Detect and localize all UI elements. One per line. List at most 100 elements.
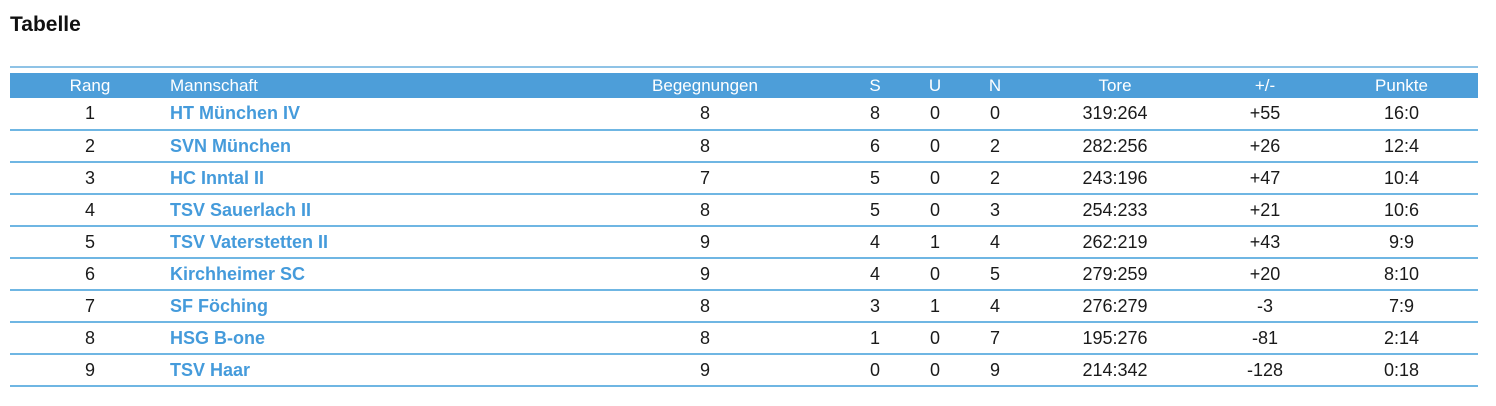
table-body: 1 HT München IV 8 8 0 0 319:264 +55 16:0 2 SVN Mün…: [10, 98, 1478, 387]
team-link[interactable]: TSV Vaterstetten II: [170, 231, 329, 252]
cell-rang: 3: [10, 162, 170, 195]
cell-begegnungen: 8: [565, 130, 845, 163]
cell-s: 6: [845, 130, 905, 163]
column-header-u: U: [928, 75, 942, 95]
cell-punkte: 2:14: [1325, 322, 1478, 355]
cell-begegnungen: 9: [565, 354, 845, 387]
cell-u: 0: [905, 258, 965, 291]
cell-tore: 262:219: [1025, 226, 1205, 259]
cell-n: 2: [965, 130, 1025, 163]
table-row: 7 SF Föching 8 3 1 4 276:279 -3 7:9: [10, 290, 1478, 323]
cell-begegnungen: 8: [565, 98, 845, 131]
cell-mannschaft: HT München IV: [170, 98, 565, 131]
cell-s: 5: [845, 162, 905, 195]
team-link[interactable]: HC Inntal II: [170, 167, 264, 188]
cell-u: 0: [905, 322, 965, 355]
cell-s: 4: [845, 258, 905, 291]
cell-mannschaft: HC Inntal II: [170, 162, 565, 195]
cell-s: 4: [845, 226, 905, 259]
cell-begegnungen: 9: [565, 258, 845, 291]
cell-u: 0: [905, 354, 965, 387]
cell-mannschaft: TSV Haar: [170, 354, 565, 387]
cell-rang: 9: [10, 354, 170, 387]
cell-mannschaft: TSV Sauerlach II: [170, 194, 565, 227]
cell-plusminus: +47: [1205, 162, 1325, 195]
cell-plusminus: +26: [1205, 130, 1325, 163]
cell-s: 8: [845, 98, 905, 131]
cell-tore: 319:264: [1025, 98, 1205, 131]
cell-plusminus: +20: [1205, 258, 1325, 291]
cell-n: 9: [965, 354, 1025, 387]
table-row: 3 HC Inntal II 7 5 0 2 243:196 +47 10:4: [10, 162, 1478, 195]
cell-punkte: 12:4: [1325, 130, 1478, 163]
cell-tore: 243:196: [1025, 162, 1205, 195]
table-row: 4 TSV Sauerlach II 8 5 0 3 254:233 +21 10:6: [10, 194, 1478, 227]
team-link[interactable]: TSV Sauerlach II: [170, 199, 312, 220]
cell-n: 3: [965, 194, 1025, 227]
column-header-mannschaft: Mannschaft: [170, 75, 258, 95]
cell-mannschaft: SVN München: [170, 130, 565, 163]
cell-n: 4: [965, 226, 1025, 259]
table-row: 2 SVN München 8 6 0 2 282:256 +26 12:4: [10, 130, 1478, 163]
cell-rang: 8: [10, 322, 170, 355]
cell-plusminus: +43: [1205, 226, 1325, 259]
cell-punkte: 10:6: [1325, 194, 1478, 227]
cell-u: 0: [905, 130, 965, 163]
team-link[interactable]: HSG B-one: [170, 327, 266, 348]
cell-begegnungen: 7: [565, 162, 845, 195]
cell-n: 7: [965, 322, 1025, 355]
team-link[interactable]: Kirchheimer SC: [170, 263, 306, 284]
cell-punkte: 9:9: [1325, 226, 1478, 259]
cell-n: 0: [965, 98, 1025, 131]
cell-plusminus: +55: [1205, 98, 1325, 131]
table-row: 1 HT München IV 8 8 0 0 319:264 +55 16:0: [10, 98, 1478, 131]
cell-n: 4: [965, 290, 1025, 323]
team-link[interactable]: SVN München: [170, 135, 292, 156]
cell-s: 3: [845, 290, 905, 323]
cell-plusminus: +21: [1205, 194, 1325, 227]
cell-punkte: 10:4: [1325, 162, 1478, 195]
cell-plusminus: -81: [1205, 322, 1325, 355]
column-header-punkte: Punkte: [1375, 75, 1428, 95]
cell-tore: 279:259: [1025, 258, 1205, 291]
cell-rang: 4: [10, 194, 170, 227]
cell-begegnungen: 8: [565, 194, 845, 227]
cell-rang: 6: [10, 258, 170, 291]
table-row: 6 Kirchheimer SC 9 4 0 5 279:259 +20 8:10: [10, 258, 1478, 291]
table-row: 5 TSV Vaterstetten II 9 4 1 4 262:219 +43 9:9: [10, 226, 1478, 259]
cell-punkte: 8:10: [1325, 258, 1478, 291]
cell-rang: 2: [10, 130, 170, 163]
cell-s: 5: [845, 194, 905, 227]
column-header-begegnungen: Begegnungen: [652, 75, 758, 95]
cell-u: 0: [905, 194, 965, 227]
team-link[interactable]: TSV Haar: [170, 359, 251, 380]
cell-tore: 214:342: [1025, 354, 1205, 387]
table-header-row: Rang Mannschaft Begegnungen S U N Tore +/- Punkt…: [10, 73, 1478, 98]
cell-begegnungen: 8: [565, 290, 845, 323]
cell-begegnungen: 8: [565, 322, 845, 355]
cell-mannschaft: Kirchheimer SC: [170, 258, 565, 291]
page-title: Tabelle: [10, 13, 81, 36]
cell-u: 0: [905, 162, 965, 195]
standings-table-container: Rang Mannschaft Begegnungen S U N Tore +/- Punkt…: [10, 66, 1478, 387]
cell-tore: 276:279: [1025, 290, 1205, 323]
cell-tore: 254:233: [1025, 194, 1205, 227]
table-row: 8 HSG B-one 8 1 0 7 195:276 -81 2:14: [10, 322, 1478, 355]
cell-u: 0: [905, 98, 965, 131]
column-header-plusminus: +/-: [1254, 75, 1276, 95]
cell-rang: 5: [10, 226, 170, 259]
cell-punkte: 16:0: [1325, 98, 1478, 131]
cell-mannschaft: HSG B-one: [170, 322, 565, 355]
column-header-tore: Tore: [1098, 75, 1132, 95]
team-link[interactable]: HT München IV: [170, 103, 300, 123]
column-header-n: N: [988, 75, 1002, 95]
table-row: 9 TSV Haar 9 0 0 9 214:342 -128 0:18: [10, 354, 1478, 387]
cell-u: 1: [905, 226, 965, 259]
cell-u: 1: [905, 290, 965, 323]
cell-plusminus: -128: [1205, 354, 1325, 387]
cell-s: 0: [845, 354, 905, 387]
team-link[interactable]: SF Föching: [170, 295, 268, 316]
column-header-rang: Rang: [69, 75, 111, 95]
cell-plusminus: -3: [1205, 290, 1325, 323]
cell-mannschaft: SF Föching: [170, 290, 565, 323]
